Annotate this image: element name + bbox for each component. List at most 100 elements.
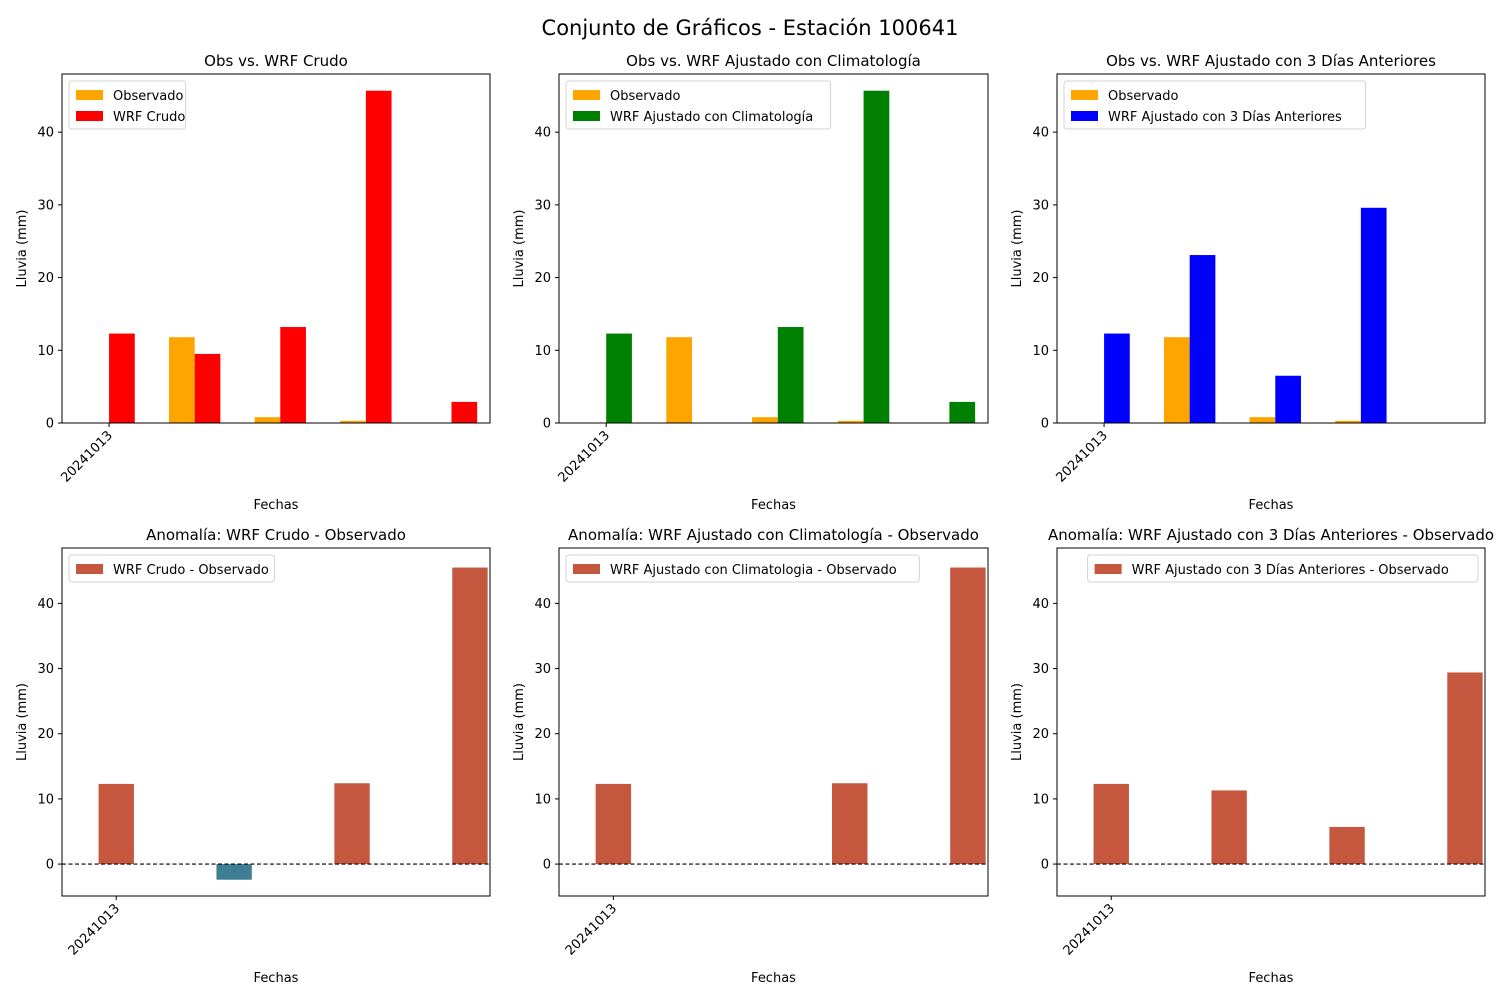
y-tick-label: 20 — [37, 271, 54, 286]
bar-observado-2 — [1164, 337, 1190, 423]
bar-wrf-2 — [194, 353, 221, 423]
axes-frame — [1056, 73, 1486, 424]
x-axis-label: Fechas — [1249, 971, 1294, 986]
y-tick-label: 0 — [46, 417, 54, 432]
bar-wrf-1 — [1104, 333, 1130, 423]
x-tick-label: 20241013 — [556, 428, 613, 485]
bar-anomalia-2 — [216, 864, 252, 880]
legend-swatch — [76, 90, 103, 100]
legend-box — [565, 554, 920, 583]
bar-anomalia-4 — [452, 567, 488, 865]
x-tick-label: 20241013 — [66, 901, 123, 958]
legend-label: Observado — [113, 89, 184, 104]
y-axis-label: Lluvia (mm) — [1010, 683, 1025, 761]
legend-swatch — [1071, 90, 1098, 100]
bar-wrf-4 — [365, 90, 392, 424]
bar-anomalia-4 — [1447, 672, 1483, 865]
y-axis-label: Lluvia (mm) — [1010, 210, 1025, 288]
legend-label: WRF Crudo — [113, 110, 185, 125]
legend-box — [1063, 80, 1367, 130]
legend-swatch — [573, 111, 600, 121]
x-axis-label: Fechas — [1249, 498, 1294, 513]
y-tick-label: 40 — [37, 597, 54, 612]
legend: WRF Crudo - Observado — [68, 554, 275, 583]
bar-observado-3 — [254, 417, 281, 423]
subplot-title: Obs vs. WRF Crudo — [204, 52, 348, 70]
bar-anomalia-3 — [1329, 826, 1365, 865]
legend-swatch — [573, 564, 600, 574]
y-tick-label: 30 — [534, 662, 551, 677]
y-tick-label: 30 — [37, 198, 54, 213]
bar-observado-4 — [340, 420, 366, 423]
legend: Observado WRF Ajustado con 3 Días Anterio… — [1063, 80, 1367, 130]
y-tick-label: 10 — [1032, 344, 1049, 359]
bar-wrf-3 — [280, 327, 306, 423]
y-tick-label: 10 — [534, 792, 551, 807]
bar-anomalia-4 — [950, 567, 986, 865]
subplot-title: Anomalía: WRF Ajustado con Climatología … — [568, 526, 979, 544]
axes-frame — [61, 547, 491, 897]
y-tick-label: 20 — [37, 727, 54, 742]
bar-observado-3 — [752, 417, 778, 423]
bar-wrf-5 — [949, 401, 976, 423]
y-tick-label: 10 — [37, 344, 54, 359]
legend: WRF Ajustado con 3 Días Anteriores - Obs… — [1087, 554, 1479, 583]
legend-label: WRF Ajustado con Climatología — [610, 110, 813, 125]
bar-wrf-1 — [109, 333, 135, 423]
y-tick-label: 40 — [1032, 126, 1049, 141]
legend-box — [1087, 554, 1479, 583]
y-tick-label: 30 — [534, 198, 551, 213]
x-tick-label: 20241013 — [1054, 428, 1111, 485]
bar-anomalia-2 — [1211, 790, 1247, 865]
bar-observado-4 — [837, 420, 864, 423]
y-axis-label: Lluvia (mm) — [512, 683, 527, 761]
subplot-title: Obs vs. WRF Ajustado con Climatología — [626, 52, 921, 70]
x-tick-label: 20241013 — [563, 901, 620, 958]
legend-box — [565, 80, 832, 130]
y-tick-label: 0 — [1041, 417, 1049, 432]
y-tick-label: 0 — [543, 417, 551, 432]
legend-label: Observado — [1108, 89, 1179, 104]
subplot-title: Anomalía: WRF Ajustado con 3 Días Anteri… — [1048, 526, 1494, 544]
y-tick-label: 10 — [37, 792, 54, 807]
bar-wrf-3 — [1275, 375, 1301, 423]
bar-wrf-1 — [606, 333, 632, 423]
axes-frame — [61, 73, 491, 424]
legend-swatch — [573, 90, 600, 100]
legend-swatch — [76, 564, 103, 574]
legend: WRF Ajustado con Climatologia - Observad… — [565, 554, 920, 583]
axes-frame — [1056, 547, 1486, 897]
bar-wrf-4 — [1360, 207, 1387, 423]
legend: Observado WRF Crudo — [68, 80, 187, 130]
y-tick-label: 20 — [1032, 271, 1049, 286]
bar-observado-3 — [1249, 417, 1276, 423]
bar-anomalia-3 — [832, 783, 868, 865]
subplot-title: Obs vs. WRF Ajustado con 3 Días Anterior… — [1106, 52, 1436, 70]
legend-label: Observado — [610, 89, 681, 104]
subplot-6: 0 10 20 30 40 20241013 Anomalía: WRF Ajustado … — [1010, 526, 1494, 986]
y-tick-label: 20 — [534, 727, 551, 742]
y-tick-label: 20 — [534, 271, 551, 286]
y-tick-label: 0 — [1041, 858, 1049, 873]
legend-label: WRF Ajustado con Climatologia - Observad… — [610, 563, 897, 578]
y-tick-label: 0 — [543, 858, 551, 873]
bar-anomalia-1 — [595, 783, 632, 865]
bar-anomalia-1 — [98, 783, 134, 865]
y-tick-label: 40 — [37, 126, 54, 141]
legend-label: WRF Ajustado con 3 Días Anteriores — [1108, 110, 1342, 125]
y-tick-label: 20 — [1032, 727, 1049, 742]
y-tick-label: 30 — [1032, 198, 1049, 213]
bar-wrf-4 — [863, 90, 890, 424]
subplot-4: 0 10 20 30 40 20241013 Anomalía: WRF Crudo - O… — [15, 526, 491, 986]
bar-observado-4 — [1335, 420, 1361, 423]
subplot-title: Anomalía: WRF Crudo - Observado — [146, 526, 406, 544]
axes-frame — [558, 73, 989, 424]
axes-frame — [558, 547, 989, 897]
subplot-2: 0 10 20 30 40 20241013 Obs vs. WRF Ajustado co… — [512, 52, 989, 513]
legend-label: WRF Ajustado con 3 Días Anteriores - Obs… — [1132, 563, 1449, 578]
y-tick-label: 30 — [1032, 662, 1049, 677]
legend-label: WRF Crudo - Observado — [113, 563, 269, 578]
legend-swatch — [1071, 111, 1098, 121]
y-axis-label: Lluvia (mm) — [15, 683, 30, 761]
